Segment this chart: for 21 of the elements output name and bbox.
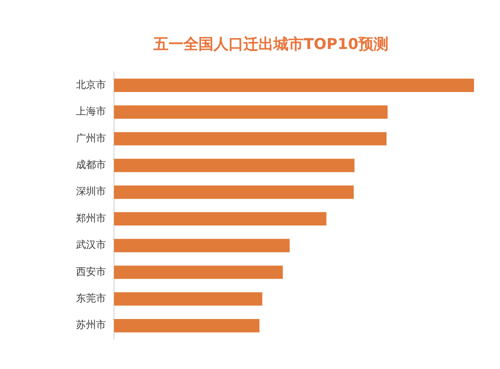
chart-title: 五一全国人口迁出城市TOP10预测 xyxy=(152,34,388,53)
y-tick-label: 北京市 xyxy=(76,78,106,91)
y-tick-label: 成都市 xyxy=(76,159,106,172)
y-tick-label: 武汉市 xyxy=(76,239,106,252)
bar xyxy=(114,78,474,92)
bar xyxy=(114,318,260,332)
y-tick-label: 苏州市 xyxy=(76,319,106,332)
y-tick-label: 深圳市 xyxy=(76,186,106,198)
y-tick-label: 郑州市 xyxy=(76,212,106,224)
y-tick-label: 上海市 xyxy=(76,106,106,118)
bar xyxy=(114,212,326,226)
bar xyxy=(114,292,262,306)
y-tick-label: 广州市 xyxy=(76,132,106,144)
bar xyxy=(114,158,354,172)
y-tick-label: 东莞市 xyxy=(76,292,106,305)
y-tick-label: 西安市 xyxy=(76,266,106,278)
bar xyxy=(114,238,290,252)
bar xyxy=(114,132,387,146)
bar xyxy=(114,105,388,119)
bar xyxy=(114,185,354,199)
bar xyxy=(114,266,283,279)
